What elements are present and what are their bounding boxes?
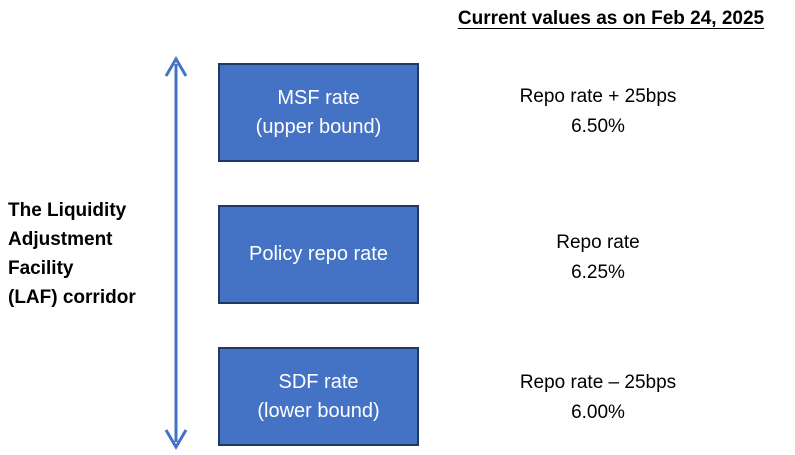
corridor-label-line: Adjustment — [8, 229, 113, 250]
double-headed-arrow-icon — [164, 56, 188, 450]
msf-rate-box-label: MSF rate — [277, 86, 360, 109]
policy-repo-rate-percentage: 6.25% — [571, 262, 625, 283]
corridor-label-line: The Liquidity — [8, 200, 127, 221]
policy-repo-rate-box: Policy repo rate — [218, 205, 419, 304]
msf-rate-formula: Repo rate + 25bps — [519, 86, 677, 107]
policy-repo-rate-box-label: Policy repo rate — [249, 243, 388, 265]
msf-rate-percentage: 6.50% — [571, 116, 625, 137]
policy-repo-rate-value: Repo rate 6.25% — [468, 228, 728, 288]
corridor-label: The Liquidity Adjustment Facility (LAF) … — [8, 196, 168, 312]
msf-rate-box: MSF rate (upper bound) — [218, 63, 419, 162]
sdf-rate-formula: Repo rate – 25bps — [519, 372, 677, 393]
corridor-label-line: (LAF) corridor — [8, 287, 136, 308]
sdf-rate-box: SDF rate (lower bound) — [218, 347, 419, 446]
msf-rate-value: Repo rate + 25bps 6.50% — [468, 82, 728, 142]
sdf-rate-box-label: SDF rate — [278, 370, 359, 393]
sdf-rate-box-sublabel: (lower bound) — [257, 399, 380, 422]
sdf-rate-value: Repo rate – 25bps 6.00% — [468, 368, 728, 428]
corridor-label-line: Facility — [8, 258, 74, 279]
msf-rate-box-sublabel: (upper bound) — [255, 115, 382, 138]
sdf-rate-percentage: 6.00% — [571, 402, 625, 423]
policy-repo-rate-formula: Repo rate — [556, 232, 640, 253]
current-values-heading: Current values as on Feb 24, 2025 — [457, 8, 765, 29]
